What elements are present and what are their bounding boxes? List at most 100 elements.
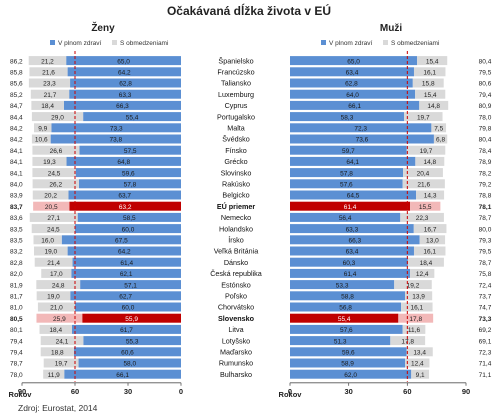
men-row-23: 55,4 17,8 73,3 — [290, 313, 492, 323]
men-limited-bar — [400, 212, 444, 222]
men-plot: 65,0 15,4 80,463,4 16,1 79,562,8 15,8 80,664,0… — [290, 51, 492, 382]
country-label: Francúzsko — [217, 68, 254, 77]
women-total-label: 83,5 — [10, 226, 23, 233]
men-row-28: 62,0 9,1 71,1 — [290, 369, 492, 379]
legend-healthy-label: V plnom zdraví — [58, 40, 102, 47]
women-healthy-label: 66,3 — [116, 103, 129, 110]
men-healthy-bar — [290, 313, 399, 323]
men-healthy-label: 63,3 — [346, 226, 359, 233]
women-healthy-bar — [70, 78, 181, 88]
women-limited-bar — [33, 235, 62, 245]
men-limited-bar — [410, 201, 441, 211]
men-limited-bar — [413, 246, 446, 256]
women-row-4: 66,3 18,4 84,7 — [10, 100, 182, 110]
men-healthy-bar — [290, 347, 407, 357]
women-limited-bar — [32, 156, 67, 166]
women-row-6: 73,3 9,9 84,2 — [10, 123, 182, 133]
women-healthy-bar — [64, 369, 181, 379]
women-limited-bar — [32, 190, 69, 200]
women-healthy-bar — [73, 347, 181, 357]
women-healthy-label: 61,4 — [120, 260, 133, 267]
women-row-5: 55,4 29,0 84,4 — [10, 112, 181, 121]
men-row-18: 60,3 18,4 78,7 — [290, 257, 492, 267]
men-healthy-bar — [290, 179, 403, 189]
men-row-8: 59,7 19,7 78,4 — [290, 145, 492, 155]
men-total-label: 73,3 — [479, 316, 492, 323]
women-healthy-label: 61,7 — [120, 327, 133, 334]
women-row-9: 64,8 19,3 84,1 — [10, 156, 181, 166]
women-limited-bar — [34, 257, 73, 267]
men-healthy-label: 57,6 — [340, 327, 353, 334]
women-healthy-label: 62,8 — [119, 81, 132, 88]
women-axis: 90 60 30 0 — [18, 382, 183, 396]
women-row-13: 63,2 20,5 83,7 — [10, 201, 181, 211]
men-total-label: 79,3 — [479, 238, 492, 245]
men-healthy-bar — [290, 89, 416, 99]
women-limited-bar — [29, 212, 78, 222]
women-limited-label: 11,9 — [48, 372, 61, 379]
women-limited-bar — [43, 369, 65, 379]
men-healthy-bar — [290, 67, 414, 77]
men-limited-bar — [407, 257, 444, 267]
men-healthy-bar — [290, 336, 391, 346]
women-limited-label: 26,2 — [49, 182, 62, 189]
men-healthy-bar — [290, 246, 414, 256]
men-total-label: 78,0 — [479, 114, 492, 121]
women-limited-label: 10,6 — [35, 137, 48, 144]
source-note: Zdroj: Eurostat, 2014 — [18, 403, 98, 413]
women-limited-bar — [37, 302, 75, 312]
country-label: EÚ priemer — [217, 202, 256, 211]
men-limited-bar — [406, 145, 446, 155]
women-limited-label: 17,0 — [50, 271, 63, 278]
women-healthy-label: 60,0 — [122, 305, 135, 312]
women-healthy-bar — [66, 156, 181, 166]
men-total-label: 80,4 — [479, 137, 492, 144]
men-limited-label: 12,4 — [411, 361, 424, 368]
men-limited-label: 19,7 — [417, 114, 430, 121]
women-limited-label: 24,5 — [47, 226, 60, 233]
women-limited-label: 20,5 — [45, 204, 58, 211]
country-label: Lotyšsko — [222, 336, 250, 345]
women-row-11: 57,8 26,2 84,0 — [10, 179, 181, 189]
men-total-label: 73,7 — [479, 294, 492, 301]
country-label: Belgicko — [222, 191, 249, 200]
men-total-label: 79,4 — [479, 92, 492, 99]
country-label: Slovinsko — [221, 168, 252, 177]
women-tick-label: 60 — [71, 387, 79, 396]
men-healthy-bar — [290, 145, 407, 155]
women-healthy-bar — [69, 89, 181, 99]
men-limited-bar — [416, 190, 445, 200]
women-healthy-label: 62,1 — [120, 271, 133, 278]
men-total-label: 78,4 — [479, 148, 492, 155]
women-healthy-bar — [50, 134, 182, 144]
women-limited-bar — [31, 112, 84, 122]
men-limited-bar — [433, 134, 448, 144]
men-healthy-label: 64,1 — [346, 159, 359, 166]
men-row-11: 57,6 21,6 79,2 — [290, 179, 492, 189]
women-limited-bar — [32, 168, 76, 178]
women-row-10: 59,6 24,5 84,1 — [10, 168, 181, 177]
women-healthy-bar — [80, 280, 181, 290]
country-label: Portugalsko — [217, 112, 255, 121]
women-healthy-bar — [72, 257, 181, 267]
legend-limited-label: S obmedzeniami — [391, 40, 439, 47]
women-total-label: 84,7 — [10, 103, 23, 110]
women-tick-label: 90 — [18, 387, 26, 396]
men-total-label: 69,1 — [479, 338, 492, 345]
legend-healthy-swatch — [50, 40, 55, 45]
women-row-25: 55,3 24,1 79,4 — [10, 336, 181, 345]
women-healthy-label: 73,3 — [110, 126, 123, 133]
men-healthy-bar — [290, 168, 404, 178]
men-limited-bar — [404, 291, 433, 301]
women-total-label: 83,9 — [10, 193, 23, 200]
women-limited-label: 24,5 — [48, 170, 61, 177]
women-limited-label: 27,1 — [47, 215, 60, 222]
men-axis: 0 30 60 90 — [288, 382, 470, 396]
men-total-label: 78,2 — [479, 170, 492, 177]
women-limited-label: 19,0 — [44, 249, 57, 256]
men-row-2: 62,8 15,8 80,6 — [290, 78, 492, 88]
women-row-18: 61,4 21,4 82,8 — [10, 257, 181, 267]
men-limited-label: 19,7 — [420, 148, 433, 155]
men-limited-label: 16,1 — [423, 70, 436, 77]
women-healthy-label: 55,3 — [126, 338, 139, 345]
